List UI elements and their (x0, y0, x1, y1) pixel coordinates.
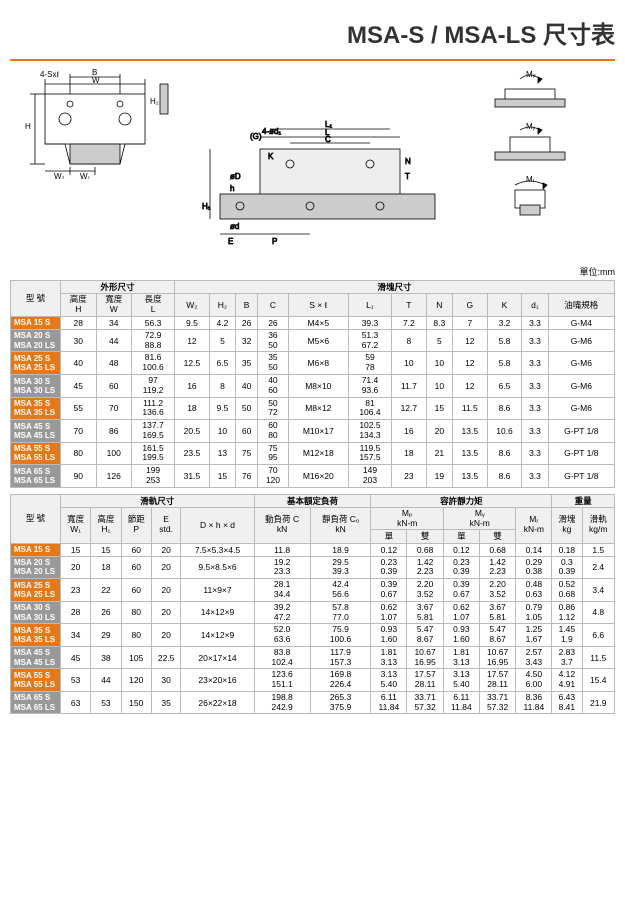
moment-my-icon: Mᵧ (490, 122, 570, 167)
table-row: MSA 45 SMSA 45 LS7086137.7169.520.510606… (11, 420, 615, 443)
moment-mp-icon: Mₚ (490, 69, 570, 114)
svg-text:H: H (25, 122, 31, 131)
table-row: MSA 55 SMSA 55 LS53441203023×20×16123.61… (11, 669, 615, 692)
svg-text:Mᵣ: Mᵣ (526, 175, 535, 184)
th-My: MᵧkN-m (443, 507, 516, 530)
th-H2: H₂ (209, 294, 235, 317)
th-H: 高度H (61, 294, 97, 317)
diagram-row: 4-Sxℓ W B H H₂ W₂ W₁ L L₁ C (G (10, 69, 615, 259)
table-row: MSA 20 SMSA 20 LS201860209.5×8.5×619.223… (11, 556, 615, 579)
th-outer: 外形尺寸 (61, 281, 175, 294)
th-C: C (258, 294, 288, 317)
th-Mr: MᵣkN-m (516, 507, 552, 543)
th-Cdyn: 動負荷 CkN (254, 507, 310, 543)
svg-text:Mᵧ: Mᵧ (526, 122, 536, 131)
moment-mr-icon: Mᵣ (490, 175, 570, 220)
th-E: Estd. (151, 507, 181, 543)
th-N: N (426, 294, 452, 317)
th-model: 型 號 (11, 281, 61, 317)
svg-text:W₂: W₂ (54, 172, 65, 179)
th-my-single: 單 (443, 530, 479, 543)
th-oil: 油嘴規格 (548, 294, 614, 317)
table-row: MSA 25 SMSA 25 LS404881.6100.612.56.5353… (11, 352, 615, 375)
table-row: MSA 20 SMSA 20 LS304472.988.8125323650M5… (11, 329, 615, 352)
th-W2: W₂ (175, 294, 210, 317)
svg-text:H₂: H₂ (150, 97, 159, 106)
svg-text:C: C (325, 135, 331, 144)
diagram-side-view: L L₁ C (G) K 4-ød₁ N T H₁ øD h ød E P (200, 119, 450, 259)
th-basic: 基本額定負荷 (254, 494, 371, 507)
dimensions-table-1: 型 號 外形尺寸 滑塊尺寸 高度H 寬度W 長度L W₂ H₂ B C S × … (10, 280, 615, 488)
svg-text:4-Sxℓ: 4-Sxℓ (40, 70, 59, 79)
unit-label: 單位:mm (10, 265, 615, 278)
table-row: MSA 45 SMSA 45 LS453810522.520×17×1483.8… (11, 646, 615, 669)
th-static: 容許靜力矩 (371, 494, 552, 507)
th-Mp: MₚkN-m (371, 507, 444, 530)
th-H1: 高度H₁ (91, 507, 121, 543)
th-my-double: 雙 (479, 530, 516, 543)
svg-text:P: P (272, 237, 277, 246)
diagram-cross-section: 4-Sxℓ W B H H₂ W₂ W₁ (10, 69, 190, 179)
th-d1: d₁ (522, 294, 548, 317)
svg-text:W₁: W₁ (80, 172, 91, 179)
table-row: MSA 30 SMSA 30 LS456097119.2168404060M8×… (11, 374, 615, 397)
svg-text:K: K (268, 152, 274, 161)
th-mp-single: 單 (371, 530, 407, 543)
table-row: MSA 65 SMSA 65 LS9012619925331.515767012… (11, 465, 615, 488)
svg-text:E: E (228, 237, 233, 246)
table-row: MSA 65 SMSA 65 LS63531503526×22×18198.82… (11, 691, 615, 714)
th-K: K (487, 294, 522, 317)
th-L: 長度L (132, 294, 175, 317)
th-W: 寬度W (96, 294, 132, 317)
table-row: MSA 35 SMSA 35 LS3429802014×12×952.063.6… (11, 624, 615, 647)
th-G: G (452, 294, 487, 317)
svg-text:L₁: L₁ (325, 120, 332, 129)
th-P: 節距P (121, 507, 151, 543)
table-row: MSA 15 S283456.39.54.22626M4×539.37.28.3… (11, 316, 615, 329)
svg-text:T: T (405, 172, 410, 181)
svg-text:ød: ød (230, 222, 239, 231)
dimensions-table-2: 型 號 滑軌尺寸 基本額定負荷 容許靜力矩 重量 寬度W₁ 高度H₁ 節距P E… (10, 494, 615, 715)
svg-text:øD: øD (230, 172, 241, 181)
table-row: MSA 25 SMSA 25 LS2322602011×9×728.134.44… (11, 579, 615, 602)
th-T: T (392, 294, 427, 317)
th-rail: 滑軌尺寸 (61, 494, 255, 507)
svg-text:N: N (405, 157, 411, 166)
th-wslider: 滑塊kg (552, 507, 582, 543)
table-row: MSA 30 SMSA 30 LS2826802014×12×939.247.2… (11, 601, 615, 624)
page-title: MSA-S / MSA-LS 尺寸表 (10, 10, 615, 55)
th-model2: 型 號 (11, 494, 61, 543)
svg-text:h: h (230, 184, 234, 193)
diagram-moments: Mₚ Mᵧ Mᵣ (460, 69, 600, 249)
svg-text:H₁: H₁ (202, 202, 211, 211)
th-slider: 滑塊尺寸 (175, 281, 615, 294)
table-row: MSA 55 SMSA 55 LS80100161.5199.523.51375… (11, 442, 615, 465)
th-B: B (236, 294, 258, 317)
svg-text:4-ød₁: 4-ød₁ (262, 127, 281, 136)
th-Co: 靜負荷 CₒkN (310, 507, 371, 543)
th-wrail: 滑軌kg/m (582, 507, 614, 543)
table-row: MSA 15 S151560207.5×5.3×4.511.818.90.120… (11, 543, 615, 556)
th-mp-double: 雙 (407, 530, 444, 543)
svg-text:Mₚ: Mₚ (526, 70, 536, 79)
th-weight: 重量 (552, 494, 615, 507)
title-rule (10, 59, 615, 61)
th-L1: L₁ (348, 294, 391, 317)
th-Dhd: D × h × d (181, 507, 254, 543)
svg-text:W: W (92, 76, 100, 85)
svg-text:(G): (G) (250, 132, 262, 141)
svg-text:B: B (92, 69, 97, 77)
table-row: MSA 35 SMSA 35 LS5570111.2136.6189.55050… (11, 397, 615, 420)
th-Sxl: S × ℓ (288, 294, 348, 317)
th-W1: 寬度W₁ (61, 507, 91, 543)
